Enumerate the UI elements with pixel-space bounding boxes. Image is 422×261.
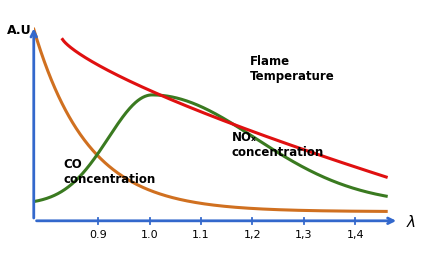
Text: NOₓ
concentration: NOₓ concentration [232, 131, 324, 159]
Text: CO
concentration: CO concentration [63, 158, 155, 186]
Text: 1.1: 1.1 [192, 230, 210, 240]
Text: 1,2: 1,2 [243, 230, 261, 240]
Text: 1,4: 1,4 [346, 230, 364, 240]
Text: A.U: A.U [7, 24, 31, 37]
Text: 0.9: 0.9 [89, 230, 107, 240]
Text: λ: λ [407, 215, 416, 230]
Text: Flame
Temperature: Flame Temperature [250, 55, 335, 83]
Text: 1,3: 1,3 [295, 230, 313, 240]
Text: 1.0: 1.0 [141, 230, 158, 240]
